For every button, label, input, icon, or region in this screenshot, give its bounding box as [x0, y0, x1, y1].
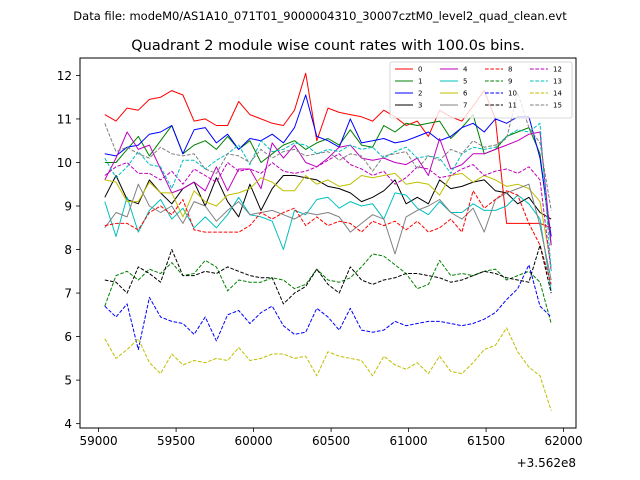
legend-frame [389, 61, 573, 119]
y-axis: 4 5 6 7 8 9 10 11 12 [57, 69, 80, 431]
series-line-9 [104, 253, 552, 324]
y-tick-label: 8 [64, 243, 72, 257]
series-layer [104, 72, 552, 411]
y-tick-label: 11 [57, 112, 72, 126]
series-line-11 [104, 244, 552, 305]
x-axis: 59000 59500 60000 60500 61000 61500 62000 [80, 428, 583, 448]
y-tick-label: 7 [64, 287, 72, 301]
chart-suptitle: Data file: modeM0/AS1A10_071T01_90000043… [73, 9, 567, 23]
x-offset-label: +3.562e8 [517, 456, 576, 470]
legend-label-10: 10 [508, 90, 517, 98]
series-line-2 [104, 94, 552, 237]
series-line-3 [104, 175, 552, 220]
x-tick-label: 61500 [467, 434, 505, 448]
plot-frame [79, 57, 577, 429]
series-line-7 [104, 183, 552, 281]
x-tick-label: 62000 [545, 434, 583, 448]
series-line-4 [104, 131, 552, 246]
x-tick-label: 60000 [235, 434, 273, 448]
legend-label-0: 0 [418, 66, 422, 74]
y-tick-label: 5 [64, 374, 72, 388]
legend-label-3: 3 [418, 102, 422, 110]
legend-label-11: 11 [508, 102, 517, 110]
legend-label-9: 9 [508, 78, 512, 86]
legend-label-13: 13 [553, 78, 562, 86]
series-line-12 [104, 153, 552, 272]
legend-label-14: 14 [553, 90, 562, 98]
x-tick-label: 61000 [390, 434, 428, 448]
legend-label-12: 12 [553, 66, 562, 74]
series-line-10 [104, 264, 552, 351]
legend-label-2: 2 [418, 90, 422, 98]
series-line-15 [104, 92, 552, 211]
legend-label-7: 7 [463, 102, 467, 110]
series-line-5 [104, 192, 552, 291]
legend-label-8: 8 [508, 66, 512, 74]
legend-label-5: 5 [463, 78, 467, 86]
x-tick-label: 59000 [80, 434, 118, 448]
legend-label-4: 4 [463, 66, 468, 74]
series-line-8 [104, 190, 552, 285]
series-line-13 [104, 122, 552, 272]
y-tick-label: 12 [57, 69, 72, 83]
legend-label-6: 6 [463, 90, 468, 98]
legend-label-1: 1 [418, 78, 422, 86]
x-tick-label: 60500 [312, 434, 350, 448]
y-tick-label: 6 [64, 330, 72, 344]
x-tick-label: 59500 [157, 434, 195, 448]
y-tick-label: 10 [57, 156, 72, 170]
y-tick-label: 9 [64, 200, 72, 214]
series-line-6 [104, 172, 552, 267]
y-tick-label: 4 [64, 417, 72, 431]
legend-label-15: 15 [553, 102, 562, 110]
series-line-14 [104, 327, 552, 411]
chart-title: Quadrant 2 module wise count rates with … [131, 38, 525, 54]
